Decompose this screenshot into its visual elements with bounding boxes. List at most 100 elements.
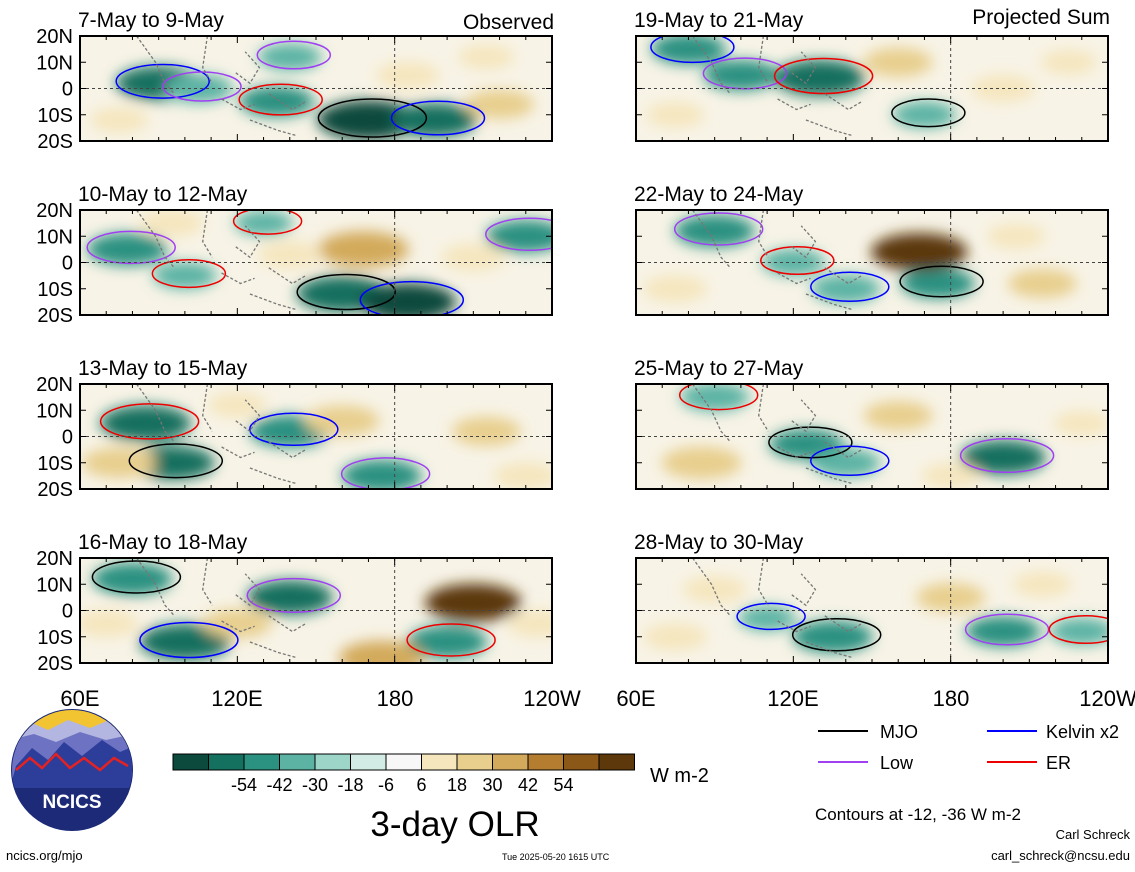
contour (673, 212, 764, 246)
legend-label-kelvin: Kelvin x2 (1046, 722, 1119, 742)
anomaly-blob (485, 220, 552, 253)
lat-tick-label: 10N (36, 400, 73, 422)
anomaly-blob (376, 61, 440, 89)
contour (678, 384, 759, 411)
lon-tick-left-60e: 60E (60, 686, 99, 711)
legend-label-er: ER (1046, 753, 1071, 773)
lat-tick-label: 20S (37, 653, 73, 675)
lon-axis: 60E 120E 180 120W 60E 120E 180 120W (60, 686, 1135, 711)
coastlines (136, 36, 307, 137)
contour (650, 36, 735, 64)
anomaly-blob (317, 231, 409, 268)
anomaly-blob (451, 416, 521, 446)
contour (99, 403, 200, 440)
anomaly-blob (239, 86, 314, 117)
panel-date-label: 10-May to 12-May (78, 183, 248, 206)
panel-proj-3: 25-May to 27-May (634, 357, 1109, 490)
contour (296, 273, 396, 311)
contour (249, 412, 339, 447)
contour (736, 602, 806, 631)
anomaly-blob (892, 101, 957, 129)
anomaly-blob (100, 405, 192, 442)
colorbar-swatch (527, 753, 564, 771)
coastlines (136, 384, 307, 485)
contour (238, 83, 323, 116)
contours (99, 403, 431, 489)
anomaly-blob (246, 580, 333, 615)
colorbar-label: 30 (482, 775, 502, 795)
legend-label-low: Low (880, 753, 914, 773)
units-label: W m-2 (650, 765, 709, 787)
lon-tick-right-120e: 120E (767, 686, 818, 711)
panel-date-label: 25-May to 27-May (634, 357, 804, 380)
anomaly-blob (338, 640, 425, 663)
coastlines (692, 558, 863, 659)
footer-url[interactable]: ncics.org/mjo (6, 848, 83, 863)
lat-tick-label: 20N (36, 374, 73, 396)
lon-tick-left-120e: 120E (211, 686, 262, 711)
contour (86, 230, 176, 265)
lat-tick-label: 0 (62, 601, 73, 623)
legend-label-mjo: MJO (880, 722, 918, 742)
contour (340, 457, 431, 489)
anomaly-blob (425, 583, 522, 622)
contour (317, 98, 428, 138)
contour (1048, 614, 1108, 645)
colorbar-label: -42 (266, 775, 292, 795)
lat-tick-label: 20S (37, 479, 73, 501)
footer-email[interactable]: carl_schreck@ncsu.edu (991, 848, 1130, 863)
contour (891, 98, 966, 128)
anomaly-blob (507, 610, 552, 638)
colorbar-label: -30 (302, 775, 328, 795)
panel-proj-4: 28-May to 30-May (634, 531, 1109, 664)
anomaly-blob (407, 625, 488, 659)
lat-tick-label: 10S (37, 627, 73, 649)
contours (91, 560, 496, 659)
ncics-logo: NCICS (11, 709, 133, 831)
contour (232, 210, 303, 235)
anomaly-blob (87, 233, 168, 266)
anomaly-blob (643, 275, 708, 303)
anomaly-blob (1050, 618, 1108, 645)
anomaly-blob (643, 623, 708, 651)
olr-anomalies (80, 562, 552, 663)
colorbar-label: 18 (447, 775, 467, 795)
coastlines (136, 210, 307, 311)
coastlines (692, 210, 863, 311)
contour (760, 245, 835, 276)
contour (810, 445, 890, 477)
contour (151, 259, 227, 289)
colorbar-label: -54 (231, 775, 257, 795)
colorbar-swatch (243, 753, 280, 771)
anomaly-blob (317, 100, 420, 140)
coastlines (692, 384, 863, 485)
colorbar-swatch (456, 753, 493, 771)
anomaly-blob (870, 233, 968, 271)
lon-tick-right-120w: 120W (1079, 686, 1135, 711)
colorbar-label: 54 (553, 775, 573, 795)
contour (791, 618, 882, 652)
colorbar-swatch (492, 753, 529, 771)
contour (162, 71, 242, 102)
contour (810, 271, 890, 303)
panel-date-label: 13-May to 15-May (78, 357, 248, 380)
contour (773, 57, 874, 95)
colorbar-swatch (314, 753, 351, 771)
lat-tick-label: 20S (37, 305, 73, 327)
anomaly-blob (202, 609, 272, 638)
colorbar-swatch (385, 753, 422, 771)
anomaly-blob (208, 392, 267, 418)
anomaly-blob (1040, 50, 1097, 75)
lat-tick-label: 0 (62, 253, 73, 275)
anomaly-blob (960, 440, 1046, 475)
anomaly-blob (494, 462, 552, 489)
contour (390, 100, 486, 136)
lat-tick-label: 10N (36, 226, 73, 248)
lon-tick-left-120w: 120W (523, 686, 581, 711)
colorbar-swatch (421, 753, 458, 771)
